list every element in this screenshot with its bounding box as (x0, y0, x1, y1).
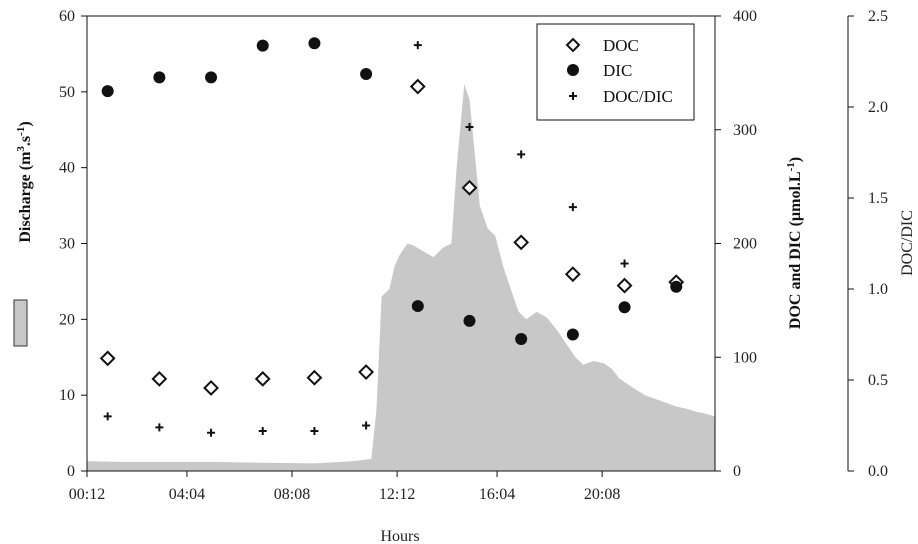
doc-dic-ratio-point (258, 426, 267, 435)
y-left-tick-label: 60 (59, 8, 75, 25)
discharge-legend-swatch (13, 299, 28, 347)
y-left-title-sup2: -1 (15, 127, 27, 136)
y-right2-axis-title: DOC/DIC (899, 210, 916, 276)
legend-plus-marker (569, 92, 577, 100)
legend-label-doc-dic: DOC/DIC (603, 87, 673, 106)
x-tick-label: 00:12 (69, 486, 105, 503)
legend-label-dic: DIC (603, 61, 632, 80)
legend-item-doc-dic: DOC/DIC (569, 87, 673, 106)
y-left-tick-label: 50 (59, 84, 75, 101)
points-layer (99, 37, 685, 437)
y-right2-tick-label: 0.0 (868, 463, 888, 480)
dic-point (360, 68, 373, 81)
doc-dic-ratio-point (568, 203, 577, 212)
y-right1-tick-label: 200 (733, 236, 757, 253)
doc-point (151, 370, 168, 387)
legend-label-doc: DOC (603, 36, 639, 55)
dic-point (670, 280, 683, 293)
y-left-title-pre: Discharge (m (17, 151, 34, 243)
y-left-title-sup1: 3 (15, 146, 27, 152)
legend-item-dic: DIC (567, 61, 632, 80)
legend-item-doc: DOC (565, 36, 639, 55)
y-left-title-post: ) (17, 121, 34, 126)
x-tick-label: 08:08 (274, 486, 310, 503)
y-right2-tick-label: 2.5 (868, 8, 888, 25)
doc-point (203, 380, 219, 396)
x-tick-label: 12:12 (379, 486, 415, 503)
discharge-area-layer (87, 84, 715, 472)
x-axis-title: Hours (380, 528, 419, 544)
y-left-title-mid: .s (17, 136, 34, 146)
dic-point (256, 39, 269, 52)
doc-point (99, 350, 116, 367)
y-left-axis-title: Discharge (m3.s-1) (15, 121, 34, 242)
y-right1-tick-label: 100 (733, 349, 757, 366)
y-right1-title-sup: -1 (785, 162, 797, 171)
doc-dic-ratio-point (362, 421, 371, 430)
y-right1-tick-label: 0 (733, 463, 741, 480)
doc-dic-ratio-point (103, 412, 112, 421)
doc-point (616, 277, 633, 294)
doc-point (358, 364, 375, 380)
x-tick-label: 20:08 (584, 486, 620, 503)
doc-point (513, 234, 530, 251)
y-right2-tick-label: 0.5 (868, 372, 888, 389)
dic-point (308, 37, 321, 50)
doc-point (306, 369, 323, 386)
doc-dic-ratio-point (413, 41, 422, 50)
discharge-area (87, 84, 715, 472)
y-left-tick-label: 10 (59, 387, 75, 404)
doc-point (254, 370, 271, 387)
legend-box (536, 23, 695, 121)
doc-dic-ratio-point (310, 426, 319, 435)
doc-dic-ratio-point (620, 259, 629, 268)
y-right1-tick-label: 400 (733, 8, 757, 25)
y-right2-tick-label: 1.0 (868, 281, 888, 298)
y-right2-tick-label: 2.0 (868, 99, 888, 116)
y-right1-title-pre: DOC and DIC (µmol.L (787, 171, 804, 329)
dic-point (566, 328, 579, 341)
doc-dic-ratio-point (517, 150, 526, 159)
y-right1-tick-label: 300 (733, 122, 757, 139)
dic-point (101, 85, 114, 98)
y-right2-tick-label: 1.5 (868, 190, 888, 207)
legend: DOC DIC DOC/DIC (536, 23, 695, 121)
x-tick-label: 16:04 (479, 486, 515, 503)
dic-point (153, 71, 166, 84)
dic-point (205, 71, 218, 84)
doc-point (409, 78, 426, 95)
doc-dic-ratio-point (465, 123, 474, 132)
y-right1-title-post: ) (787, 157, 804, 162)
doc-dic-ratio-point (207, 428, 216, 437)
doc-dic-ratio-point (155, 423, 164, 432)
dic-point (618, 301, 631, 314)
doc-point (461, 179, 478, 196)
dic-point (411, 300, 424, 313)
y-left-tick-label: 30 (59, 236, 75, 253)
axes-layer: 00:12 04:04 08:08 12:12 16:04 20:08 0 10 20 30 40 5… (59, 8, 888, 503)
y-right1-axis-title: DOC and DIC (µmol.L-1) (785, 157, 804, 329)
y-left-tick-label: 0 (67, 463, 75, 480)
doc-point (564, 266, 581, 283)
legend-diamond-marker (565, 37, 581, 53)
x-tick-label: 04:04 (169, 486, 205, 503)
dic-point (515, 333, 528, 346)
legend-circle-marker (567, 64, 579, 76)
dic-point (463, 314, 476, 327)
y-left-tick-label: 40 (59, 160, 75, 177)
y-left-tick-label: 20 (59, 311, 75, 328)
